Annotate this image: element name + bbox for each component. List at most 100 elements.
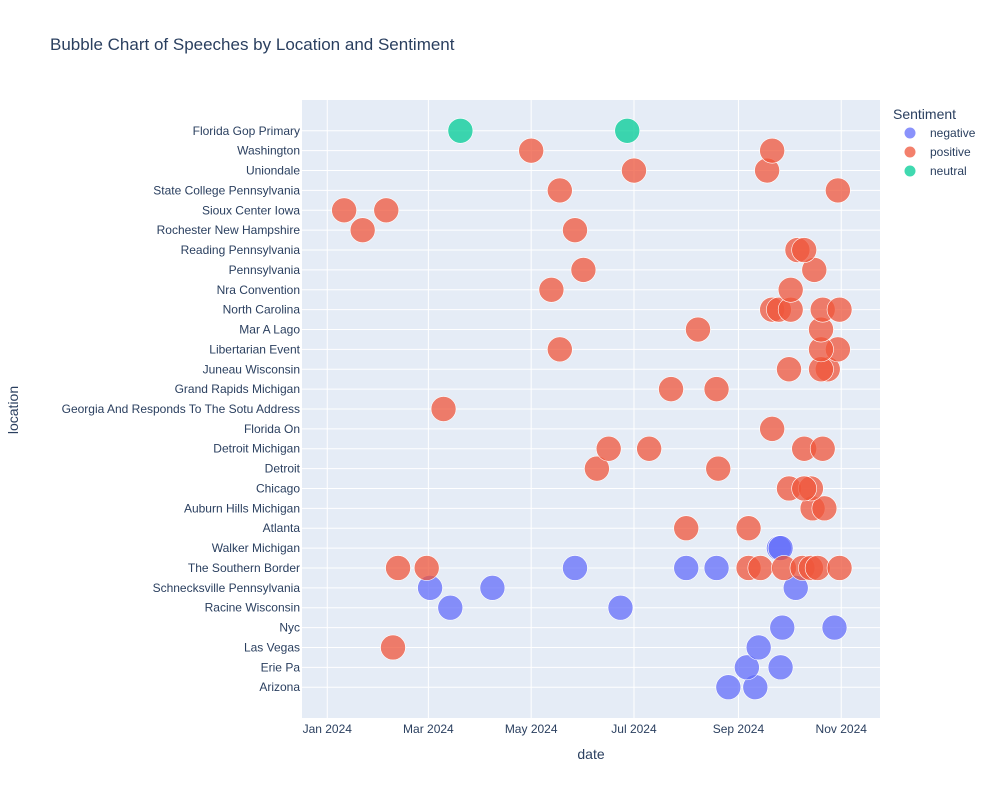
bubble-positive[interactable] xyxy=(413,555,440,581)
y-tick-label: Georgia And Responds To The Sotu Address xyxy=(62,402,300,416)
y-tick-label: Auburn Hills Michigan xyxy=(184,501,300,515)
legend-item-negative[interactable]: negative xyxy=(904,126,976,140)
legend-item-neutral[interactable]: neutral xyxy=(904,164,967,178)
bubble-positive[interactable] xyxy=(809,435,836,462)
y-tick-label: Juneau Wisconsin xyxy=(203,362,300,376)
bubble-negative[interactable] xyxy=(715,674,742,700)
y-tick-label: Florida Gop Primary xyxy=(193,124,300,138)
bubble-positive[interactable] xyxy=(825,177,851,204)
bubble-positive[interactable] xyxy=(811,495,838,522)
y-tick-label: North Carolina xyxy=(223,303,301,317)
y-tick-label: Arizona xyxy=(259,680,300,694)
y-tick-label: Pennsylvania xyxy=(229,263,301,277)
bubble-positive[interactable] xyxy=(331,197,357,224)
bubble-positive[interactable] xyxy=(570,257,597,283)
y-tick-label: Schnecksville Pennsylvania xyxy=(153,581,301,595)
y-axis-title: location xyxy=(5,386,21,434)
bubble-negative[interactable] xyxy=(769,614,796,641)
y-tick-label: The Southern Border xyxy=(188,561,300,575)
bubble-positive[interactable] xyxy=(791,237,817,263)
bubble-positive[interactable] xyxy=(547,177,573,204)
bubble-positive[interactable] xyxy=(777,276,804,303)
y-tick-label: Detroit Michigan xyxy=(213,442,300,456)
bubble-negative[interactable] xyxy=(734,654,760,681)
bubble-neutral[interactable] xyxy=(614,118,641,144)
bubble-positive[interactable] xyxy=(562,217,588,243)
bubble-positive[interactable] xyxy=(349,217,376,243)
bubble-positive[interactable] xyxy=(373,197,400,224)
legend-label: positive xyxy=(930,145,971,159)
bubble-positive[interactable] xyxy=(685,316,711,343)
bubble-positive[interactable] xyxy=(804,555,831,581)
y-tick-label: Florida On xyxy=(244,422,300,436)
legend-marker xyxy=(904,165,916,177)
bubble-positive[interactable] xyxy=(759,416,785,442)
bubble-negative[interactable] xyxy=(673,555,700,581)
y-tick-label: Chicago xyxy=(256,481,300,495)
bubble-positive[interactable] xyxy=(621,157,647,184)
bubble-positive[interactable] xyxy=(584,455,610,482)
bubble-positive[interactable] xyxy=(380,634,406,661)
y-tick-label: Reading Pennsylvania xyxy=(181,243,301,257)
x-tick-label: Nov 2024 xyxy=(816,722,868,736)
y-tick-label: Rochester New Hampshire xyxy=(157,223,301,237)
bubble-positive[interactable] xyxy=(826,555,853,581)
y-tick-label: Detroit xyxy=(265,462,301,476)
legend-marker xyxy=(904,146,916,158)
y-tick-label: Nyc xyxy=(279,621,300,635)
axes: Arizona Erie Pa Las Vegas Nyc Racine Wiscons… xyxy=(62,124,868,736)
x-tick-label: Mar 2024 xyxy=(403,722,454,736)
bubble-negative[interactable] xyxy=(437,594,464,621)
bubble-positive[interactable] xyxy=(547,336,573,363)
legend-title: Sentiment xyxy=(893,106,956,122)
y-tick-label: Grand Rapids Michigan xyxy=(175,382,300,396)
bubble-positive[interactable] xyxy=(636,435,662,462)
y-tick-label: Las Vegas xyxy=(244,640,300,654)
bubble-positive[interactable] xyxy=(595,435,622,462)
x-tick-label: Sep 2024 xyxy=(713,722,765,736)
bubble-positive[interactable] xyxy=(759,137,785,164)
bubble-negative[interactable] xyxy=(821,614,848,641)
bubble-negative[interactable] xyxy=(562,555,588,581)
bubble-negative[interactable] xyxy=(745,634,772,661)
bubble-positive[interactable] xyxy=(703,376,730,402)
y-tick-label: State College Pennsylvania xyxy=(153,183,300,197)
bubble-negative[interactable] xyxy=(479,575,506,601)
legend-label: negative xyxy=(930,126,976,140)
bubble-positive[interactable] xyxy=(705,455,732,482)
bubble-positive[interactable] xyxy=(791,475,817,502)
bubble-positive[interactable] xyxy=(430,396,457,422)
legend-marker xyxy=(904,127,916,139)
bubble-positive[interactable] xyxy=(518,137,544,164)
y-tick-label: Atlanta xyxy=(263,521,301,535)
bubble-positive[interactable] xyxy=(538,276,565,303)
bubble-positive[interactable] xyxy=(385,555,411,581)
x-tick-label: Jan 2024 xyxy=(303,722,353,736)
y-tick-label: Uniondale xyxy=(246,164,300,178)
legend-item-positive[interactable]: positive xyxy=(904,145,972,159)
bubble-negative[interactable] xyxy=(767,654,794,681)
bubble-marks xyxy=(331,118,853,700)
bubble-negative[interactable] xyxy=(703,555,730,581)
y-tick-label: Washington xyxy=(237,144,300,158)
chart-title: Bubble Chart of Speeches by Location and… xyxy=(50,35,455,54)
y-tick-label: Walker Michigan xyxy=(212,541,300,555)
legend-label: neutral xyxy=(930,164,967,178)
bubble-positive[interactable] xyxy=(658,376,684,402)
bubble-positive[interactable] xyxy=(673,515,700,542)
bubble-positive[interactable] xyxy=(826,296,853,323)
x-tick-label: May 2024 xyxy=(505,722,558,736)
x-tick-label: Jul 2024 xyxy=(611,722,657,736)
y-tick-label: Erie Pa xyxy=(261,660,301,674)
x-axis-title: date xyxy=(577,746,604,762)
y-tick-label: Nra Convention xyxy=(217,283,300,297)
y-tick-label: Libertarian Event xyxy=(209,342,300,356)
bubble-positive[interactable] xyxy=(735,515,762,542)
bubble-positive[interactable] xyxy=(776,356,802,383)
bubble-negative[interactable] xyxy=(607,594,634,621)
legend[interactable]: Sentiment negative positive neutral xyxy=(893,106,976,178)
bubble-neutral[interactable] xyxy=(447,118,474,144)
bubble-positive[interactable] xyxy=(747,555,774,581)
